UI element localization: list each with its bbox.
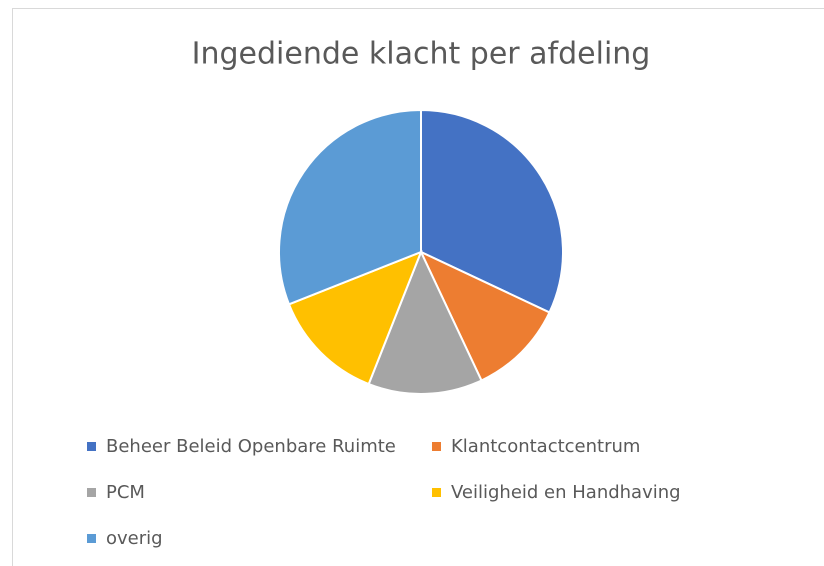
legend-marker <box>87 534 96 543</box>
legend-label: Veiligheid en Handhaving <box>451 482 681 503</box>
pie-slice <box>367 249 483 395</box>
legend-marker <box>87 488 96 497</box>
legend-marker <box>432 442 441 451</box>
pie-slice <box>420 108 564 314</box>
legend-marker <box>87 442 96 451</box>
legend-marker <box>432 488 441 497</box>
pie-slice <box>287 250 423 386</box>
pie-slice <box>418 249 551 382</box>
chart-title: Ingediende klacht per afdeling <box>192 37 651 72</box>
legend-label: Klantcontactcentrum <box>451 436 640 457</box>
legend-label: Beheer Beleid Openbare Ruimte <box>106 436 396 457</box>
legend-label: overig <box>106 528 163 549</box>
pie-slice <box>278 108 422 306</box>
legend-label: PCM <box>106 482 145 503</box>
